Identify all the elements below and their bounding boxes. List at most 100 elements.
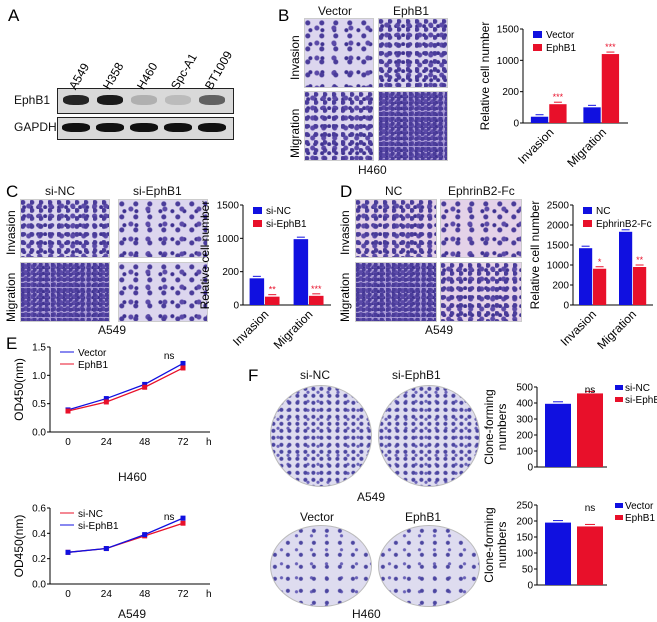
y-axis-label: Relative cell number — [198, 201, 212, 310]
ephb1-band — [131, 95, 157, 105]
micrograph — [378, 18, 448, 88]
panel-label-c: C — [6, 182, 19, 201]
y-tick-label: 0.6 — [32, 504, 46, 515]
x-tick-label: 0 — [65, 437, 71, 448]
significance-label: *** — [553, 92, 564, 102]
bar — [545, 522, 571, 585]
data-point — [65, 549, 71, 555]
micrograph — [20, 262, 110, 322]
series-line — [67, 367, 184, 412]
ephb1-blot — [57, 88, 234, 114]
bar — [293, 239, 309, 305]
gapdh-band — [96, 123, 124, 132]
legend-swatch — [533, 44, 542, 51]
legend-label: si-NC — [266, 206, 291, 217]
y-tick-label: 300 — [516, 415, 533, 426]
panel-label-a: A — [8, 6, 20, 25]
legend-label: si-NC — [625, 383, 650, 394]
x-tick-label: Invasion — [230, 307, 272, 349]
significance-label: ns — [164, 351, 175, 362]
bar — [593, 268, 607, 305]
legend-label: Vector — [546, 30, 575, 41]
ephb1-band — [165, 95, 191, 105]
panel-label-f: F — [248, 366, 259, 385]
y-tick-label: 1500 — [497, 25, 520, 36]
y-tick-label: 0 — [513, 119, 519, 130]
ephb1-band — [199, 95, 225, 105]
bar — [633, 267, 647, 305]
legend-label: EphB1 — [78, 360, 108, 371]
x-tick-label: 24 — [101, 437, 113, 448]
y-tick-label: 0 — [233, 301, 239, 312]
y-axis-label: Clone-formingnumbers — [482, 507, 509, 582]
gapdh-blot — [57, 117, 234, 140]
col-label: NC — [385, 184, 403, 198]
micrograph — [355, 199, 437, 258]
y-tick-label: 1000 — [497, 56, 520, 67]
y-tick-label: 200 — [502, 87, 519, 98]
y-tick-label: 150 — [516, 533, 533, 544]
micrograph — [378, 91, 448, 161]
col-label: Vector — [300, 510, 335, 524]
significance-label: ** — [269, 285, 277, 295]
ephb1-band — [63, 95, 89, 105]
y-axis-label: OD450(nm) — [12, 358, 26, 421]
y-axis-label: Relative cell number — [478, 22, 492, 131]
bar — [249, 278, 265, 305]
col-label: EphB1 — [393, 4, 430, 18]
y-tick-label: 50 — [522, 565, 534, 576]
data-point — [142, 532, 148, 538]
cell-line-label: A549 — [98, 323, 127, 337]
x-tick-label: Invasion — [515, 125, 557, 167]
data-point — [180, 520, 186, 526]
y-tick-label: 1500 — [547, 241, 570, 252]
x-tick-label: 72 — [177, 589, 189, 600]
legend-label: EphB1 — [546, 43, 576, 54]
data-point — [142, 384, 148, 390]
legend-label: NC — [596, 206, 610, 217]
cell-line-label: A549 — [118, 607, 147, 621]
legend-label: si-EphB1 — [266, 219, 307, 230]
y-tick-label: 100 — [516, 447, 533, 458]
y-tick-label: 200 — [552, 281, 569, 292]
x-tick-label: 48 — [139, 437, 151, 448]
data-point — [180, 515, 186, 521]
bar — [619, 231, 633, 305]
y-tick-label: 0.2 — [32, 554, 46, 565]
y-tick-label: 0 — [527, 581, 533, 592]
colony-plate — [270, 525, 372, 607]
gapdh-band — [62, 123, 90, 132]
legend-swatch — [583, 207, 592, 214]
x-unit-label: h — [206, 589, 212, 600]
y-tick-label: 500 — [516, 383, 533, 394]
significance-label: *** — [311, 284, 322, 294]
y-tick-label: 2000 — [547, 221, 570, 232]
col-label: si-NC — [45, 184, 75, 198]
legend-swatch — [253, 220, 262, 227]
significance-label: ns — [585, 385, 596, 396]
legend-swatch — [615, 385, 623, 390]
cell-line-label: H460 — [352, 607, 381, 621]
data-point — [180, 360, 186, 366]
y-tick-label: 1.5 — [32, 343, 46, 354]
x-tick-label: 48 — [139, 589, 151, 600]
cell-line-label: A549 — [357, 490, 386, 504]
col-label: si-EphB1 — [133, 184, 182, 198]
series-line — [67, 517, 184, 553]
legend-label: si-EphB1 — [625, 395, 657, 406]
bar — [577, 526, 603, 585]
legend-swatch — [615, 397, 623, 402]
x-tick-label: 72 — [177, 437, 189, 448]
data-point — [142, 381, 148, 387]
micrograph — [20, 199, 110, 258]
y-axis-label: OD450(nm) — [12, 515, 26, 578]
micrograph — [440, 262, 522, 322]
y-tick-label: 200 — [222, 267, 239, 278]
y-tick-label: 1000 — [547, 261, 570, 272]
y-axis-label: Relative cell number — [528, 201, 542, 310]
y-tick-label: 2500 — [547, 201, 570, 212]
bar — [530, 116, 549, 123]
legend-swatch — [583, 220, 592, 227]
